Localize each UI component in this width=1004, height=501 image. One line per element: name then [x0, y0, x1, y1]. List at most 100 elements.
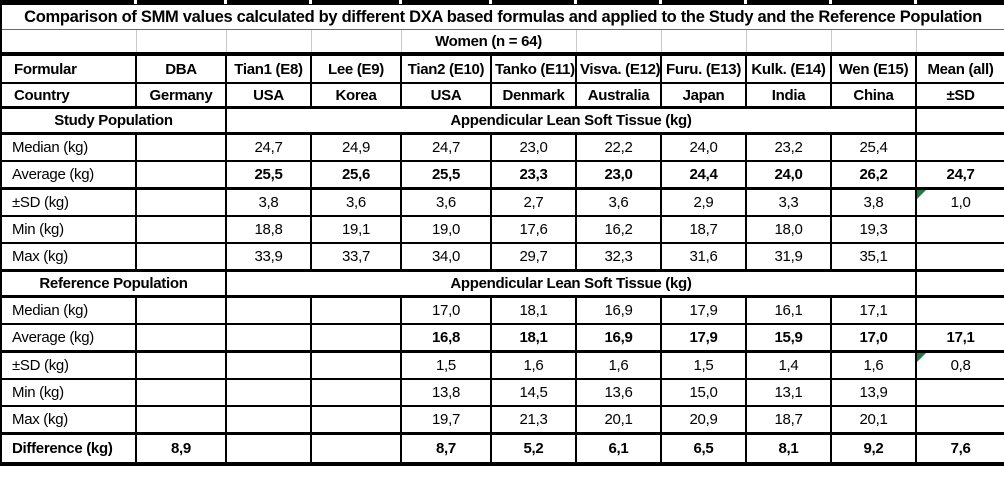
cell[interactable] [745, 29, 832, 56]
value-cell[interactable]: 15,9 [745, 323, 832, 353]
value-cell[interactable]: 17,1 [830, 295, 917, 325]
value-cell[interactable] [310, 295, 402, 325]
value-cell[interactable]: 23,0 [575, 160, 662, 190]
value-cell[interactable]: 5,2 [490, 432, 577, 466]
cell[interactable] [830, 29, 917, 56]
value-cell[interactable]: 18,7 [745, 405, 832, 435]
value-cell[interactable]: 33,7 [310, 242, 402, 272]
value-cell[interactable]: 13,6 [575, 378, 662, 407]
value-cell[interactable]: 1,5 [660, 350, 747, 380]
cell[interactable] [310, 29, 402, 56]
value-cell[interactable]: 16,9 [575, 323, 662, 353]
value-cell[interactable]: 16,2 [575, 215, 662, 244]
value-cell[interactable]: 13,8 [400, 378, 492, 407]
value-cell[interactable]: 24,7 [225, 132, 312, 162]
value-cell[interactable]: 24,0 [660, 132, 747, 162]
country-cell[interactable]: India [745, 82, 832, 109]
value-cell[interactable]: 1,6 [490, 350, 577, 380]
value-cell[interactable]: 13,9 [830, 378, 917, 407]
value-cell[interactable]: 18,7 [660, 215, 747, 244]
value-cell[interactable]: 21,3 [490, 405, 577, 435]
dba-cell[interactable] [135, 378, 227, 407]
value-cell[interactable]: 3,8 [225, 187, 312, 217]
value-cell[interactable]: 24,7 [400, 132, 492, 162]
value-cell[interactable]: 18,1 [490, 323, 577, 353]
value-cell[interactable] [310, 405, 402, 435]
dba-cell[interactable] [135, 215, 227, 244]
header-formula-cell[interactable]: Tanko (E11) [490, 53, 577, 84]
row-label-cell[interactable]: Min (kg) [0, 378, 137, 407]
mean-cell[interactable] [914, 215, 1004, 244]
value-cell[interactable]: 14,5 [490, 378, 577, 407]
value-cell[interactable]: 26,2 [830, 160, 917, 190]
value-cell[interactable]: 6,5 [660, 432, 747, 466]
dba-cell[interactable] [135, 295, 227, 325]
cell[interactable] [575, 29, 662, 56]
mean-cell[interactable] [914, 295, 1004, 325]
value-cell[interactable]: 34,0 [400, 242, 492, 272]
value-cell[interactable]: 23,2 [745, 132, 832, 162]
value-cell[interactable]: 18,1 [490, 295, 577, 325]
value-cell[interactable]: 18,8 [225, 215, 312, 244]
row-label-cell[interactable]: Max (kg) [0, 242, 137, 272]
row-label-cell[interactable]: Max (kg) [0, 405, 137, 435]
mean-cell[interactable]: 7,6 [914, 432, 1004, 466]
value-cell[interactable]: 9,2 [830, 432, 917, 466]
section-title-cell[interactable]: Reference Population [0, 269, 227, 298]
section-title-cell[interactable]: Study Population [0, 106, 227, 135]
header-formula-cell[interactable]: Tian1 (E8) [225, 53, 312, 84]
value-cell[interactable]: 22,2 [575, 132, 662, 162]
dba-cell[interactable] [135, 350, 227, 380]
value-cell[interactable]: 24,9 [310, 132, 402, 162]
value-cell[interactable]: 32,3 [575, 242, 662, 272]
country-cell[interactable]: USA [400, 82, 492, 109]
cell[interactable] [914, 269, 1004, 298]
cell[interactable] [914, 106, 1004, 135]
header-formula-cell[interactable]: Visva. (E12) [575, 53, 662, 84]
value-cell[interactable]: 20,1 [830, 405, 917, 435]
value-cell[interactable] [225, 432, 312, 466]
row-label-cell[interactable]: Average (kg) [0, 323, 137, 353]
mean-cell[interactable]: 1,0 [914, 187, 1004, 217]
row-label-cell[interactable]: Median (kg) [0, 295, 137, 325]
row-label-cell[interactable]: Difference (kg) [0, 432, 137, 466]
section-measure-cell[interactable]: Appendicular Lean Soft Tissue (kg) [225, 269, 917, 298]
value-cell[interactable]: 17,9 [660, 323, 747, 353]
dba-cell[interactable] [135, 187, 227, 217]
dba-cell[interactable] [135, 242, 227, 272]
value-cell[interactable]: 24,4 [660, 160, 747, 190]
country-cell[interactable]: China [830, 82, 917, 109]
country-label-cell[interactable]: Country [0, 82, 137, 109]
value-cell[interactable]: 3,3 [745, 187, 832, 217]
cell[interactable] [0, 29, 137, 56]
value-cell[interactable]: 17,0 [400, 295, 492, 325]
country-cell[interactable]: Germany [135, 82, 227, 109]
value-cell[interactable]: 13,1 [745, 378, 832, 407]
value-cell[interactable]: 19,1 [310, 215, 402, 244]
cell[interactable] [915, 29, 1004, 56]
header-label-cell[interactable]: Formular [0, 53, 137, 84]
value-cell[interactable] [310, 323, 402, 353]
country-cell[interactable]: Korea [310, 82, 402, 109]
value-cell[interactable]: 24,0 [745, 160, 832, 190]
row-label-cell[interactable]: Average (kg) [0, 160, 137, 190]
value-cell[interactable] [225, 405, 312, 435]
header-formula-cell[interactable]: Furu. (E13) [660, 53, 747, 84]
row-label-cell[interactable]: ±SD (kg) [0, 350, 137, 380]
cell[interactable] [660, 29, 747, 56]
value-cell[interactable]: 8,7 [400, 432, 492, 466]
value-cell[interactable]: 31,9 [745, 242, 832, 272]
value-cell[interactable]: 19,0 [400, 215, 492, 244]
value-cell[interactable]: 35,1 [830, 242, 917, 272]
row-label-cell[interactable]: ±SD (kg) [0, 187, 137, 217]
country-cell[interactable]: Australia [575, 82, 662, 109]
value-cell[interactable]: 1,6 [830, 350, 917, 380]
mean-cell[interactable] [914, 405, 1004, 435]
country-cell[interactable]: USA [225, 82, 312, 109]
value-cell[interactable]: 18,0 [745, 215, 832, 244]
value-cell[interactable]: 3,6 [310, 187, 402, 217]
cell[interactable] [225, 29, 312, 56]
value-cell[interactable]: 1,5 [400, 350, 492, 380]
value-cell[interactable]: 2,7 [490, 187, 577, 217]
row-label-cell[interactable]: Min (kg) [0, 215, 137, 244]
